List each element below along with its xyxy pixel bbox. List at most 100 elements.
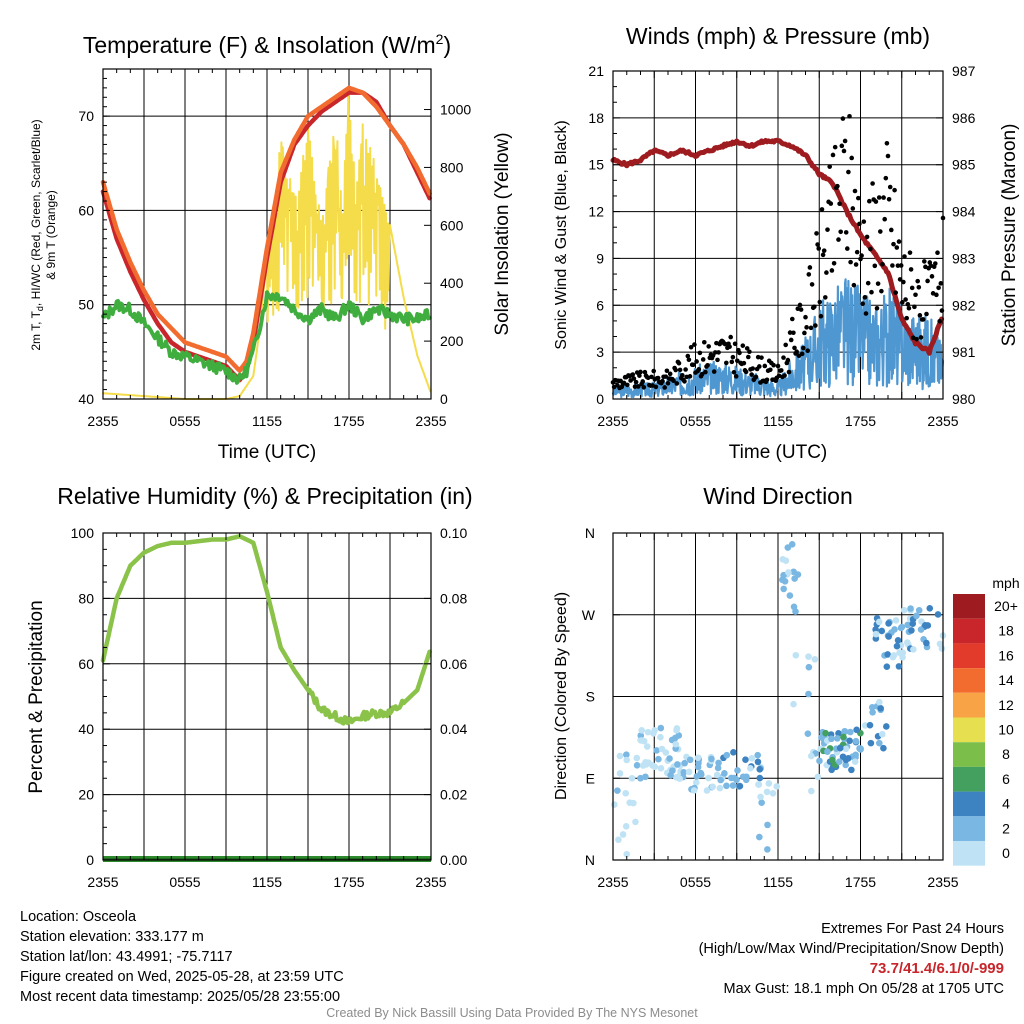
direction-point bbox=[923, 639, 930, 647]
gust-point bbox=[836, 237, 841, 242]
y-tick-label: 12 bbox=[588, 204, 604, 220]
gust-point bbox=[768, 367, 773, 373]
direction-point bbox=[913, 612, 920, 620]
gust-point bbox=[856, 195, 861, 201]
direction-point bbox=[834, 735, 841, 742]
gust-point bbox=[687, 374, 693, 379]
gust-point bbox=[938, 281, 944, 286]
y2-tick-label: 0.02 bbox=[440, 787, 467, 803]
gust-point bbox=[660, 378, 665, 384]
gust-point bbox=[786, 369, 792, 375]
direction-tick-label: E bbox=[586, 770, 595, 786]
gust-point bbox=[694, 359, 699, 364]
gust-point bbox=[902, 254, 907, 259]
direction-point bbox=[727, 774, 735, 782]
direction-point bbox=[723, 782, 730, 790]
wind-left-label: Sonic Wind & Gust (Blue, Black) bbox=[553, 120, 570, 349]
gust-point bbox=[797, 302, 803, 308]
x-tick-label: 2355 bbox=[415, 874, 446, 890]
gust-point bbox=[703, 369, 708, 375]
gust-point bbox=[875, 281, 881, 286]
direction-point bbox=[633, 754, 641, 762]
direction-point bbox=[640, 737, 648, 745]
direction-point bbox=[851, 758, 859, 766]
direction-point bbox=[650, 730, 657, 737]
y-tick-label: 6 bbox=[596, 297, 604, 313]
colorbar-label: 6 bbox=[1002, 771, 1010, 787]
direction-point bbox=[716, 784, 724, 792]
direction-point bbox=[804, 730, 812, 738]
gust-point bbox=[890, 263, 895, 268]
gust-point bbox=[727, 344, 732, 350]
gust-point bbox=[705, 362, 710, 368]
gust-point bbox=[897, 277, 903, 282]
direction-point bbox=[842, 745, 850, 753]
direction-point bbox=[811, 656, 819, 663]
gust-point bbox=[864, 234, 870, 240]
wdir-panel: Wind Direction 2355 0555 1155 1755 2355NESWN… bbox=[553, 483, 1020, 890]
colorbar-swatch bbox=[953, 668, 985, 693]
gust-point bbox=[828, 201, 834, 206]
y-tick-label: 60 bbox=[78, 202, 94, 218]
gust-point bbox=[837, 201, 842, 207]
gust-point bbox=[676, 360, 682, 366]
gust-point bbox=[849, 155, 854, 161]
wind-title: Winds (mph) & Pressure (mb) bbox=[626, 23, 930, 49]
direction-point bbox=[686, 756, 694, 764]
direction-point bbox=[611, 801, 618, 808]
gust-point bbox=[848, 259, 853, 265]
colorbar-label: 18 bbox=[998, 623, 1014, 639]
rh-grid bbox=[102, 532, 432, 861]
direction-point bbox=[844, 755, 852, 762]
direction-point bbox=[681, 759, 688, 767]
y2-tick-label: 400 bbox=[440, 275, 464, 291]
gust-point bbox=[785, 357, 791, 363]
direction-point bbox=[655, 755, 662, 763]
gust-point bbox=[631, 376, 637, 381]
direction-point bbox=[808, 787, 815, 795]
y-tick-label: 0 bbox=[596, 391, 604, 407]
y-tick-label: 20 bbox=[78, 787, 94, 803]
gust-point bbox=[872, 263, 878, 269]
gust-point bbox=[688, 344, 694, 350]
direction-point bbox=[879, 730, 886, 738]
y-tick-label: 70 bbox=[78, 108, 94, 124]
gust-point bbox=[677, 367, 683, 373]
gust-point bbox=[757, 364, 762, 369]
gust-point bbox=[831, 260, 837, 266]
direction-point bbox=[723, 751, 731, 759]
gust-point bbox=[621, 380, 627, 386]
direction-point bbox=[790, 603, 798, 611]
gust-point bbox=[640, 379, 645, 384]
gust-point bbox=[667, 371, 673, 377]
x-tick-label: 1155 bbox=[252, 413, 282, 429]
direction-point bbox=[714, 764, 722, 772]
colorbar-swatch bbox=[953, 618, 985, 644]
direction-point bbox=[872, 630, 880, 638]
gust-point bbox=[801, 345, 806, 351]
gust-point bbox=[804, 325, 809, 330]
direction-point bbox=[885, 633, 892, 640]
direction-point bbox=[891, 626, 898, 633]
direction-point bbox=[658, 745, 666, 753]
direction-point bbox=[782, 557, 790, 564]
x-tick-label: 1755 bbox=[845, 413, 876, 429]
direction-point bbox=[756, 774, 764, 782]
direction-point bbox=[885, 620, 892, 627]
direction-point bbox=[694, 754, 702, 762]
direction-point bbox=[644, 728, 652, 736]
direction-point bbox=[697, 771, 705, 778]
temperature-series-line bbox=[101, 290, 432, 385]
direction-point bbox=[866, 721, 874, 729]
direction-point bbox=[878, 627, 886, 635]
direction-point bbox=[893, 642, 901, 650]
y2-tick-label: 986 bbox=[952, 110, 976, 126]
direction-point bbox=[623, 850, 631, 858]
y2-tick-label: 0.08 bbox=[440, 590, 467, 606]
x-tick-label: 0555 bbox=[169, 874, 200, 890]
gust-point bbox=[881, 195, 886, 200]
gust-point bbox=[716, 350, 721, 355]
direction-point bbox=[632, 818, 639, 826]
temp-title: Temperature (F) & Insolation (W/m2) bbox=[83, 31, 451, 58]
